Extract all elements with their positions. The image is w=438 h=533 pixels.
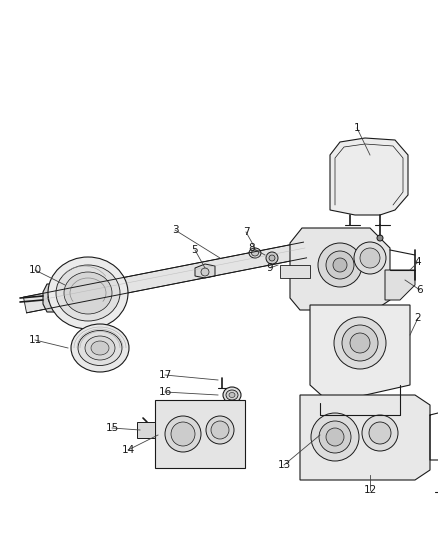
Polygon shape — [155, 400, 245, 468]
Circle shape — [377, 235, 383, 241]
Polygon shape — [24, 242, 307, 313]
Text: 2: 2 — [415, 313, 421, 323]
Text: 3: 3 — [172, 225, 178, 235]
Ellipse shape — [85, 336, 115, 360]
Text: 8: 8 — [249, 243, 255, 253]
Ellipse shape — [71, 324, 129, 372]
Ellipse shape — [249, 248, 261, 258]
Ellipse shape — [223, 387, 241, 403]
Text: 15: 15 — [106, 423, 119, 433]
Polygon shape — [290, 228, 390, 310]
Circle shape — [311, 413, 359, 461]
Polygon shape — [137, 422, 155, 438]
Circle shape — [350, 333, 370, 353]
Text: 6: 6 — [417, 285, 423, 295]
Ellipse shape — [48, 257, 128, 329]
Text: 13: 13 — [277, 460, 291, 470]
Text: 16: 16 — [159, 387, 172, 397]
Text: 11: 11 — [28, 335, 42, 345]
Circle shape — [326, 428, 344, 446]
Circle shape — [354, 242, 386, 274]
Circle shape — [211, 421, 229, 439]
Text: 7: 7 — [243, 227, 249, 237]
Ellipse shape — [56, 265, 120, 321]
Circle shape — [333, 258, 347, 272]
Circle shape — [334, 317, 386, 369]
Circle shape — [269, 255, 275, 261]
Polygon shape — [43, 284, 67, 312]
Polygon shape — [385, 270, 415, 300]
Ellipse shape — [78, 330, 122, 366]
Text: 17: 17 — [159, 370, 172, 380]
Text: 4: 4 — [415, 257, 421, 267]
Circle shape — [360, 248, 380, 268]
Circle shape — [266, 252, 278, 264]
Polygon shape — [330, 138, 408, 215]
Circle shape — [319, 421, 351, 453]
Ellipse shape — [64, 272, 112, 314]
Text: 9: 9 — [267, 263, 273, 273]
Circle shape — [369, 422, 391, 444]
Ellipse shape — [229, 392, 235, 398]
Circle shape — [201, 268, 209, 276]
Ellipse shape — [226, 390, 238, 400]
Text: 12: 12 — [364, 485, 377, 495]
Text: 10: 10 — [28, 265, 42, 275]
Polygon shape — [195, 264, 215, 278]
Circle shape — [165, 416, 201, 452]
Circle shape — [318, 243, 362, 287]
Circle shape — [171, 422, 195, 446]
Text: 5: 5 — [192, 245, 198, 255]
Circle shape — [326, 251, 354, 279]
Ellipse shape — [91, 341, 109, 355]
Polygon shape — [310, 305, 410, 403]
Text: 14: 14 — [121, 445, 134, 455]
Circle shape — [48, 291, 62, 305]
Circle shape — [342, 325, 378, 361]
Polygon shape — [280, 265, 310, 278]
Circle shape — [206, 416, 234, 444]
Text: 1: 1 — [354, 123, 360, 133]
Polygon shape — [300, 395, 430, 480]
Ellipse shape — [251, 250, 258, 256]
Circle shape — [362, 415, 398, 451]
